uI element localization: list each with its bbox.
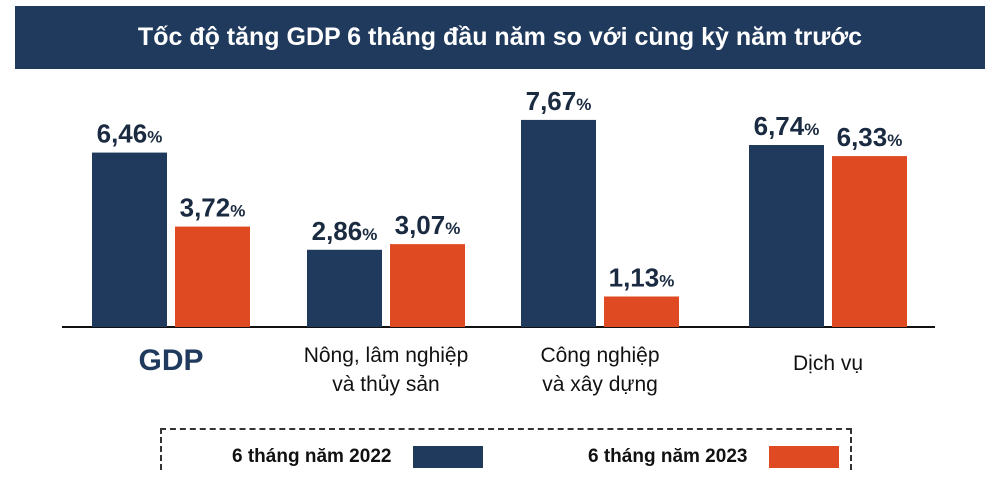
bar-2023-2 <box>604 296 679 327</box>
data-label: 2,86% <box>312 216 378 246</box>
category-label: GDP <box>138 344 203 377</box>
data-label: 3,07% <box>395 210 461 240</box>
legend-swatch-2023 <box>769 446 840 468</box>
legend <box>160 428 852 470</box>
data-label: 1,13% <box>609 262 675 292</box>
data-label: 7,67% <box>526 86 592 116</box>
bar-2022-1 <box>307 249 382 327</box>
data-label: 6,74% <box>754 111 820 141</box>
category-label: và thủy sản <box>332 373 439 396</box>
bar-2022-2 <box>521 119 596 327</box>
legend-swatch-2022 <box>413 446 484 468</box>
bar-2023-0 <box>175 226 250 327</box>
bar-2023-1 <box>390 244 465 327</box>
bar-2022-3 <box>749 145 824 327</box>
data-label: 6,33% <box>837 122 903 152</box>
data-label: 3,72% <box>180 193 246 223</box>
category-label: Nông, lâm nghiệp <box>304 344 469 367</box>
legend-label-2023: 6 tháng năm 2023 <box>588 446 748 467</box>
data-label: 6,46% <box>97 119 163 149</box>
chart-title: Tốc độ tăng GDP 6 tháng đầu năm so với c… <box>15 6 985 69</box>
legend-label-2022: 6 tháng năm 2022 <box>232 446 392 467</box>
category-label: và xây dựng <box>542 373 658 396</box>
legend-item-2022: 6 tháng năm 2022 <box>232 446 484 468</box>
bar-2023-3 <box>832 156 907 327</box>
bar-2022-0 <box>92 152 167 327</box>
category-label: Dịch vụ <box>793 352 863 375</box>
category-label: Công nghiệp <box>540 344 659 367</box>
legend-item-2023: 6 tháng năm 2023 <box>588 446 840 468</box>
